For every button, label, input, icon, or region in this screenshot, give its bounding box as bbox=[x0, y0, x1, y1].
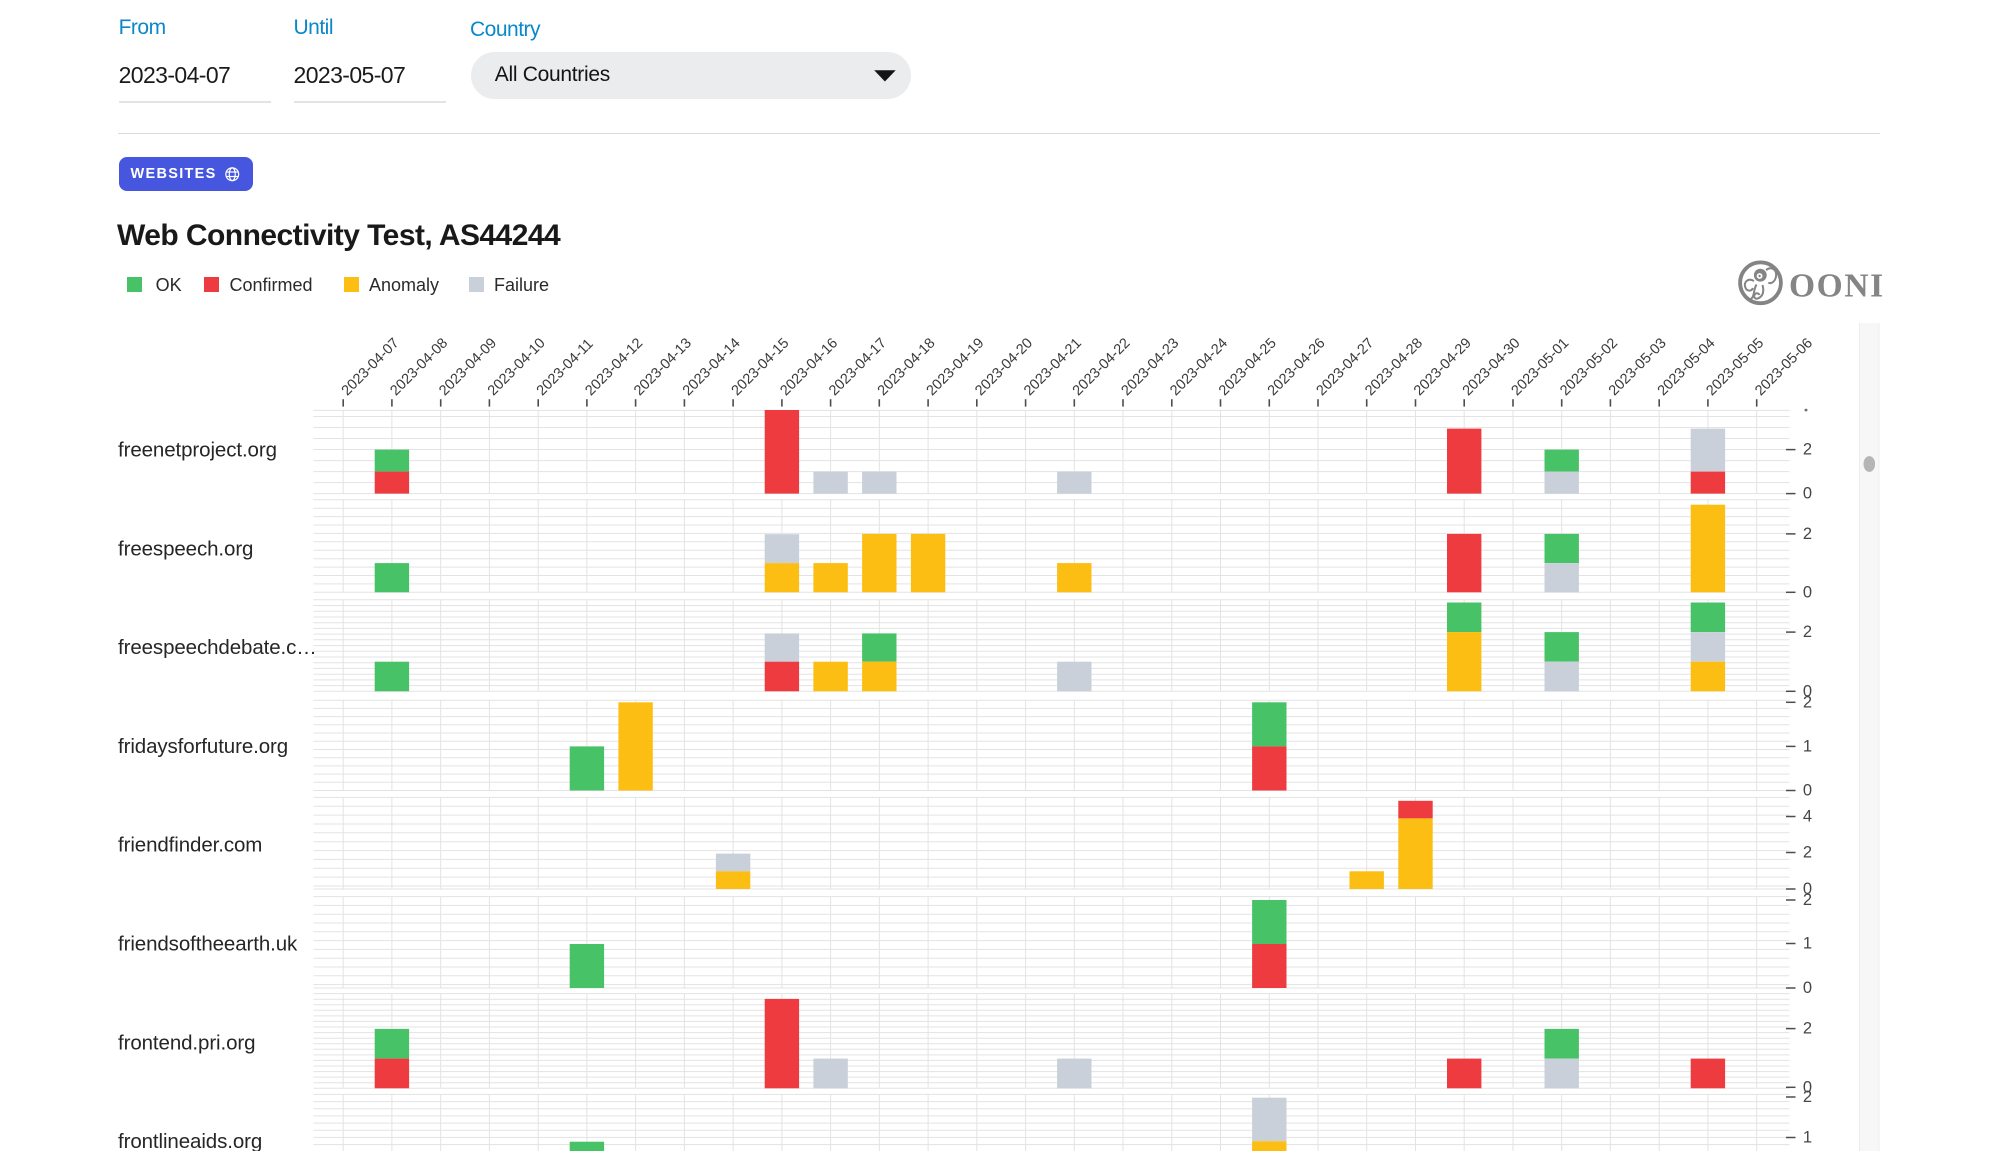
svg-text:0: 0 bbox=[1803, 880, 1812, 898]
svg-text:friendsoftheearth.uk: friendsoftheearth.uk bbox=[118, 933, 298, 956]
svg-text:1: 1 bbox=[1803, 1129, 1812, 1147]
svg-text:1: 1 bbox=[1803, 935, 1812, 953]
svg-text:4: 4 bbox=[1803, 808, 1812, 826]
svg-text:2: 2 bbox=[1803, 525, 1812, 543]
svg-text:OONI: OONI bbox=[1789, 268, 1885, 305]
svg-text:frontlineaids.org: frontlineaids.org bbox=[118, 1130, 262, 1151]
svg-text:2: 2 bbox=[1803, 844, 1812, 862]
svg-text:fridaysforfuture.org: fridaysforfuture.org bbox=[118, 735, 288, 758]
svg-text:0: 0 bbox=[1803, 979, 1812, 997]
svg-text:1: 1 bbox=[1803, 737, 1812, 755]
svg-text:2: 2 bbox=[1803, 891, 1812, 909]
svg-text:2: 2 bbox=[1803, 693, 1812, 711]
svg-text:0: 0 bbox=[1803, 782, 1812, 800]
svg-text:2: 2 bbox=[1803, 1020, 1812, 1038]
svg-text:friendfinder.com: friendfinder.com bbox=[118, 834, 262, 857]
svg-text:0: 0 bbox=[1803, 485, 1812, 503]
svg-text:freespeechdebate.c…: freespeechdebate.c… bbox=[118, 636, 317, 659]
svg-text:0: 0 bbox=[1803, 583, 1812, 601]
svg-text:freenetproject.org: freenetproject.org bbox=[118, 439, 277, 462]
svg-text:2: 2 bbox=[1803, 441, 1812, 459]
svg-text:frontend.pri.org: frontend.pri.org bbox=[118, 1031, 255, 1054]
svg-text:2: 2 bbox=[1803, 1088, 1812, 1106]
svg-text:2: 2 bbox=[1803, 623, 1812, 641]
svg-text:0: 0 bbox=[1803, 682, 1812, 700]
svg-text:freespeech.org: freespeech.org bbox=[118, 537, 253, 560]
svg-text:0: 0 bbox=[1803, 1078, 1812, 1096]
